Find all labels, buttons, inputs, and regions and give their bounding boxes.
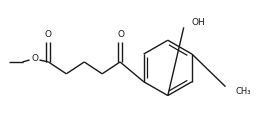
Text: O: O — [31, 53, 38, 62]
Text: OH: OH — [192, 18, 205, 27]
Text: O: O — [117, 30, 125, 39]
Text: CH₃: CH₃ — [235, 87, 251, 96]
Text: O: O — [45, 30, 52, 39]
